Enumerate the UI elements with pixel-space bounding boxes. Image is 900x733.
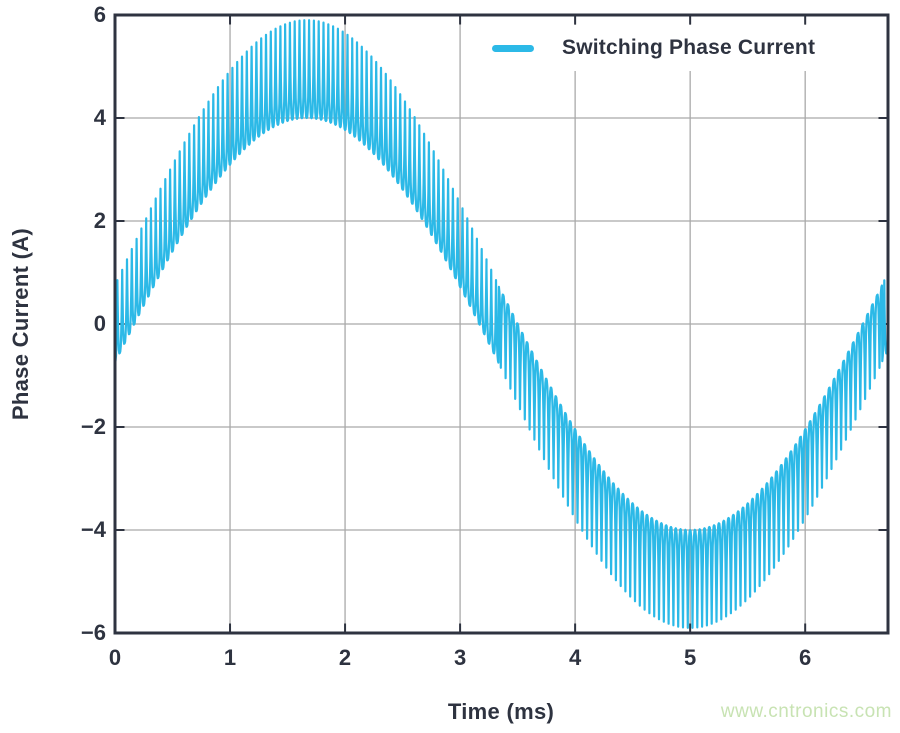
waveform-path bbox=[113, 19, 889, 629]
x-tick-label: 3 bbox=[453, 645, 467, 670]
y-tick-label: 0 bbox=[93, 311, 106, 336]
y-axis-title: Phase Current (A) bbox=[8, 227, 33, 421]
x-tick-label: 5 bbox=[684, 645, 697, 670]
x-tick-label: 0 bbox=[108, 645, 122, 670]
legend-line-swatch bbox=[492, 44, 534, 52]
y-tick-label: −4 bbox=[80, 517, 106, 542]
legend-label: Switching Phase Current bbox=[562, 36, 816, 59]
legend: Switching Phase Current bbox=[472, 25, 830, 71]
x-tick-label: 1 bbox=[223, 645, 237, 670]
y-tick-label: 4 bbox=[93, 105, 106, 130]
x-tick-label: 4 bbox=[568, 645, 582, 670]
y-tick-label: −6 bbox=[80, 620, 106, 645]
x-tick-label: 6 bbox=[799, 645, 812, 670]
y-tick-label: 6 bbox=[93, 2, 106, 27]
y-tick-label: 2 bbox=[93, 208, 106, 233]
plot-frame bbox=[113, 13, 890, 635]
x-tick-label: 2 bbox=[338, 645, 352, 670]
watermark: www.cntronics.com bbox=[720, 701, 892, 722]
y-tick-label: −2 bbox=[80, 414, 106, 439]
x-axis-title: Time (ms) bbox=[447, 699, 555, 724]
